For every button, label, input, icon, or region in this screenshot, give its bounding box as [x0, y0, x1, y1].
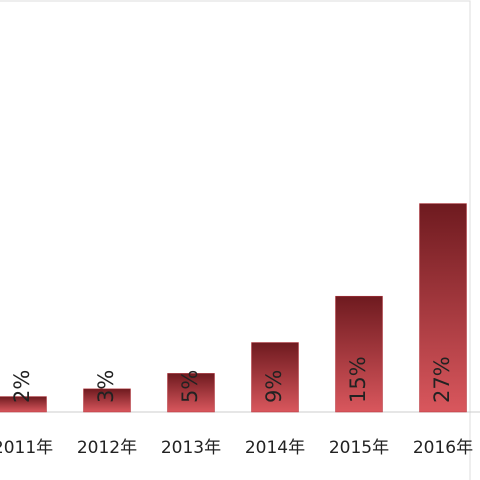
- bar: [83, 388, 131, 413]
- value-label: 5%: [178, 370, 202, 403]
- value-label: 2%: [10, 370, 34, 403]
- x-tick-label: 2016年: [413, 438, 473, 458]
- x-tick-label: 2011年: [0, 438, 53, 458]
- bar: [167, 373, 215, 413]
- bar: [335, 295, 383, 413]
- x-tick-label: 2014年: [245, 438, 305, 458]
- bar: [251, 342, 299, 413]
- value-label: 9%: [262, 370, 286, 403]
- value-label: 15%: [346, 356, 370, 403]
- x-tick-label: 2013年: [161, 438, 221, 458]
- bar: [419, 203, 467, 413]
- bar: [0, 396, 47, 413]
- value-label: 3%: [94, 370, 118, 403]
- value-label: 27%: [430, 356, 454, 403]
- x-tick-label: 2015年: [329, 438, 389, 458]
- x-tick-label: 2012年: [77, 438, 137, 458]
